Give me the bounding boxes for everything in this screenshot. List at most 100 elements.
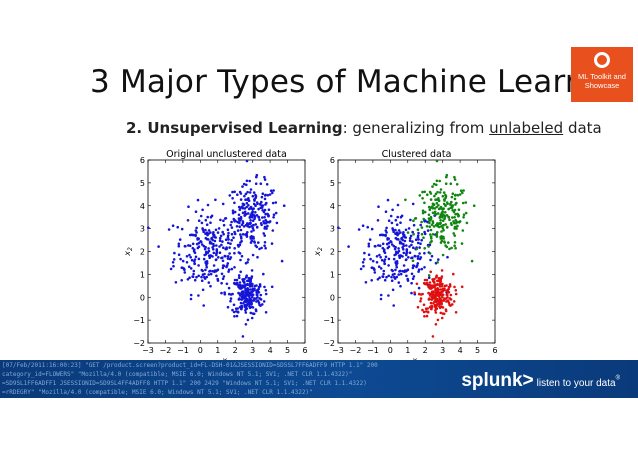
scatter-point <box>428 221 431 225</box>
scatter-point <box>397 281 401 284</box>
scatter-point <box>423 230 426 234</box>
scatter-point <box>427 285 430 288</box>
scatter-point <box>406 231 410 234</box>
scatter-point <box>442 213 445 216</box>
scatter-point <box>347 245 350 248</box>
scatter-point <box>188 253 191 257</box>
scatter-point <box>215 258 218 261</box>
scatter-point <box>448 218 451 222</box>
scatter-point <box>436 190 439 194</box>
scatter-point <box>205 265 208 269</box>
x-tick-label: 4 <box>268 346 273 355</box>
scatter-point <box>441 253 445 257</box>
scatter-point <box>428 252 432 255</box>
scatter-point <box>440 230 443 233</box>
scatter-point <box>184 245 187 248</box>
scatter-point <box>195 226 198 230</box>
scatter-point <box>220 256 223 260</box>
scatter-point <box>438 225 441 229</box>
scatter-point <box>432 285 436 289</box>
scatter-point <box>442 191 446 194</box>
scatter-point <box>237 274 241 277</box>
scatter-point <box>419 299 422 303</box>
scatter-point <box>453 234 456 237</box>
x-tick-label: −2 <box>160 346 172 355</box>
scatter-point <box>274 211 278 215</box>
scatter-point <box>415 247 418 251</box>
scatter-point <box>171 224 175 227</box>
scatter-point <box>405 244 408 247</box>
scatter-point <box>171 261 175 264</box>
scatter-point <box>183 271 187 274</box>
chart-title: Clustered data <box>382 149 452 160</box>
scatter-point <box>244 311 248 314</box>
scatter-point <box>207 273 210 276</box>
scatter-point <box>357 228 361 231</box>
scatter-point <box>203 253 206 257</box>
scatter-point <box>221 240 224 243</box>
scatter-point <box>432 290 435 293</box>
scatter-point <box>435 159 439 163</box>
scatter-point <box>440 284 444 288</box>
scatter-point <box>216 231 220 234</box>
scatter-point <box>232 236 235 239</box>
scatter-point <box>258 247 261 251</box>
scatter-point <box>449 182 453 185</box>
scatter-point <box>254 244 257 247</box>
scatter-point <box>381 275 385 278</box>
scatter-point <box>249 219 252 222</box>
scatter-point <box>458 193 462 196</box>
scatter-point <box>185 255 189 258</box>
scatter-point <box>226 262 230 265</box>
scatter-point <box>190 258 194 262</box>
scatter-point <box>197 237 200 240</box>
scatter-point <box>239 198 243 201</box>
scatter-point <box>399 272 403 276</box>
scatter-point <box>191 242 195 246</box>
scatter-point <box>263 208 267 212</box>
scatter-point <box>172 258 176 261</box>
splunk-brand[interactable]: splunk> listen to your data® <box>461 370 620 392</box>
scatter-point <box>201 269 204 273</box>
scatter-point <box>389 240 392 243</box>
scatter-point <box>259 293 263 297</box>
scatter-point <box>436 212 440 215</box>
scatter-point <box>452 300 456 303</box>
scatter-point <box>418 194 422 197</box>
scatter-point <box>411 277 415 280</box>
scatter-point <box>391 208 394 212</box>
scatter-point <box>233 247 236 250</box>
scatter-point <box>238 298 241 301</box>
ml-toolkit-badge[interactable]: ML Toolkit and Showcase <box>571 47 633 102</box>
scatter-point <box>254 182 258 185</box>
scatter-point <box>376 278 380 281</box>
scatter-point <box>197 274 200 278</box>
scatter-point <box>241 293 245 297</box>
scatter-point <box>444 223 447 226</box>
scatter-point <box>452 210 456 214</box>
scatter-point <box>242 182 246 186</box>
scatter-point <box>441 210 445 214</box>
scatter-point <box>209 284 212 288</box>
scatter-point <box>368 238 372 241</box>
scatter-point <box>245 159 249 163</box>
scatter-point <box>417 238 420 241</box>
scatter-point <box>427 291 430 295</box>
x-tick-label: 3 <box>440 346 445 355</box>
scatter-point <box>417 268 421 271</box>
scatter-point <box>265 227 268 230</box>
scatter-point <box>210 214 214 218</box>
scatter-point <box>445 293 449 297</box>
scatter-point <box>254 211 257 214</box>
y-tick-label: 3 <box>140 225 145 234</box>
scatter-point <box>179 257 182 261</box>
scatter-point <box>442 299 446 302</box>
scatter-point <box>429 270 432 274</box>
scatter-point <box>239 219 242 222</box>
scatter-point <box>180 279 183 282</box>
scatter-point <box>393 277 397 280</box>
scatter-point <box>254 297 258 300</box>
scatter-point <box>239 235 243 238</box>
scatter-point <box>221 230 224 234</box>
scatter-point <box>429 233 432 236</box>
